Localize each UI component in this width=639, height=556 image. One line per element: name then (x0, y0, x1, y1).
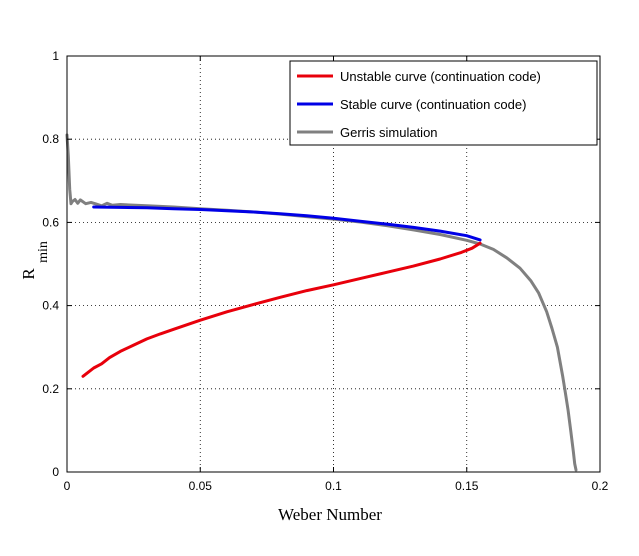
series-line-1 (92, 205, 482, 242)
legend: Unstable curve (continuation code) Stable… (289, 60, 598, 146)
y-tick-label: 1 (52, 49, 59, 63)
x-tick-label: 0.15 (455, 479, 479, 493)
series-layer (65, 133, 578, 472)
y-tick-label: 0.4 (42, 299, 59, 313)
y-axis-title-main: R (19, 268, 38, 280)
legend-label-1: Stable curve (continuation code) (340, 97, 526, 112)
x-axis-title: Weber Number (278, 505, 382, 524)
x-tick-label: 0.2 (592, 479, 609, 493)
ticks: 0 0.05 0.1 0.15 0.2 0 0.2 0.4 0.6 0.8 1 (42, 49, 608, 493)
y-tick-label: 0.8 (42, 132, 59, 146)
legend-label-0: Unstable curve (continuation code) (340, 69, 541, 84)
y-tick-label: 0.6 (42, 215, 59, 229)
y-axis-title: R min (19, 241, 51, 280)
x-tick-label: 0 (64, 479, 71, 493)
y-tick-label: 0 (52, 465, 59, 479)
series-line-0 (81, 241, 482, 378)
y-axis-title-subscript: min (36, 241, 51, 263)
legend-box (289, 60, 598, 146)
x-tick-label: 0.05 (189, 479, 213, 493)
x-tick-label: 0.1 (325, 479, 342, 493)
legend-label-2: Gerris simulation (340, 125, 438, 140)
y-tick-label: 0.2 (42, 382, 59, 396)
